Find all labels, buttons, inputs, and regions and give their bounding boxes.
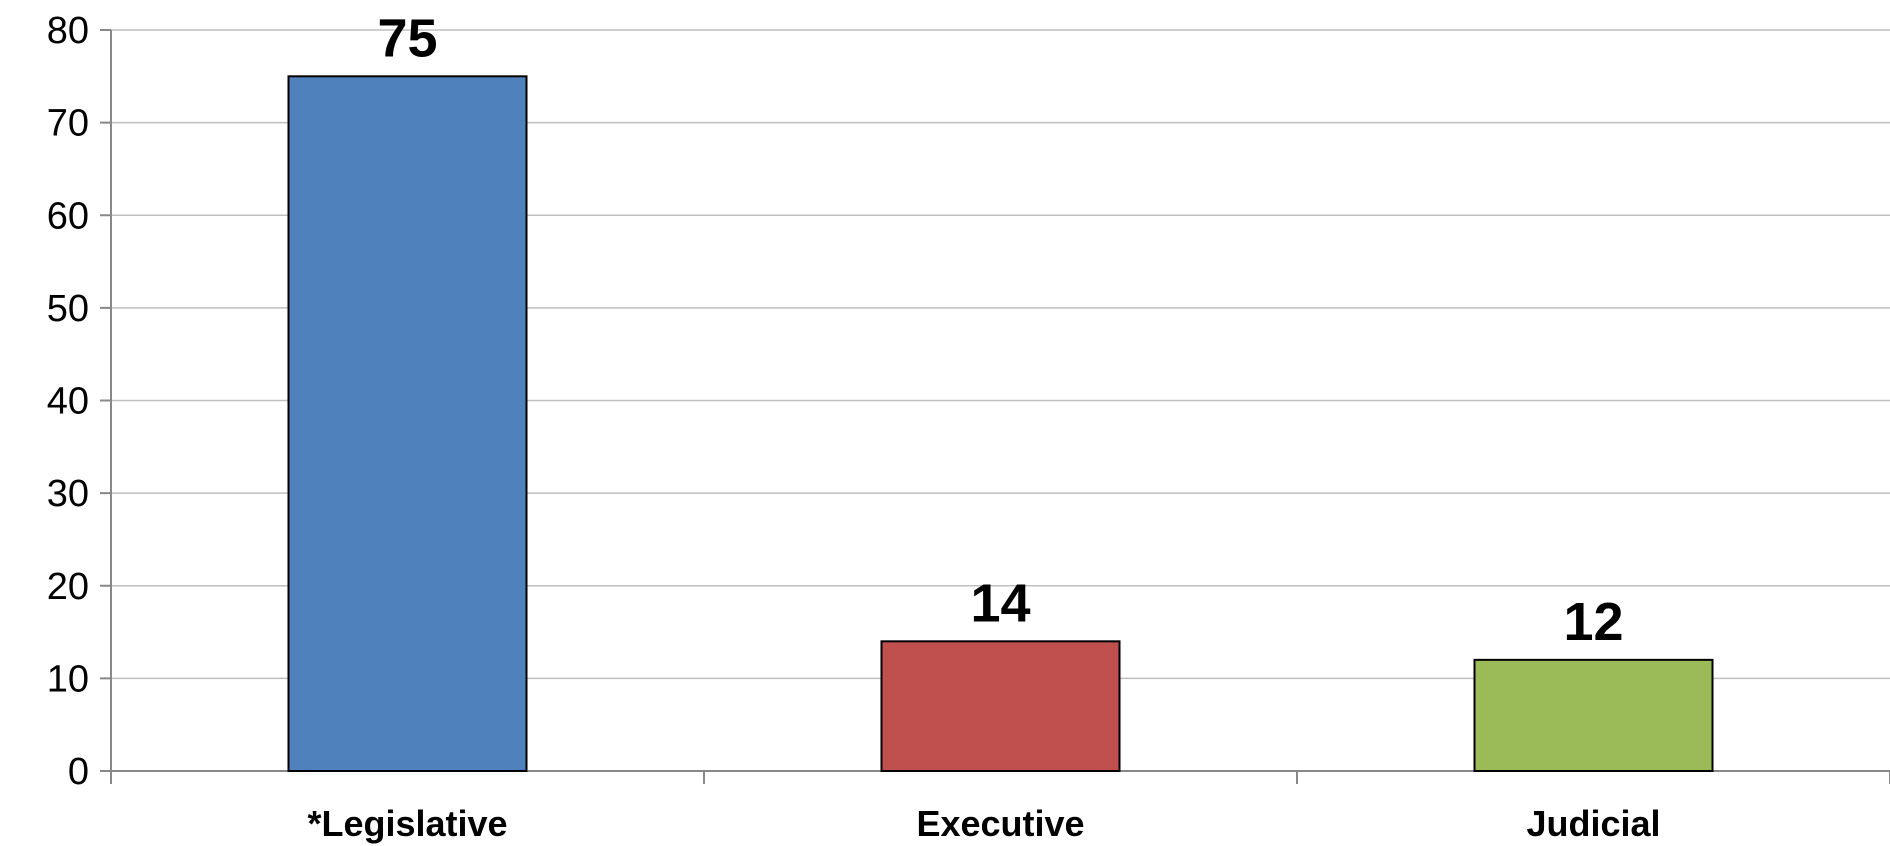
data-label: 14 (970, 573, 1030, 633)
bar-judicial (1473, 658, 1714, 772)
y-tick-label: 50 (47, 288, 89, 330)
x-category-label: Judicial (1526, 803, 1660, 844)
bar-executive (880, 640, 1121, 773)
data-label: 12 (1563, 592, 1623, 652)
y-tick-label: 10 (47, 658, 89, 700)
y-tick-label: 40 (47, 381, 89, 423)
x-category-label: Executive (916, 803, 1084, 844)
y-tick-label: 0 (68, 751, 89, 793)
y-tick-label: 80 (47, 10, 89, 52)
data-label: 75 (377, 8, 437, 68)
y-tick-label: 60 (47, 195, 89, 237)
y-tick-label: 70 (47, 103, 89, 145)
y-tick-label: 30 (47, 473, 89, 515)
labels: 0 10 20 30 40 50 60 70 80 75 *Legislative 14 Executi… (47, 8, 1661, 844)
x-category-label: *Legislative (307, 803, 507, 844)
bar-legislative (287, 75, 528, 772)
y-tick-label: 20 (47, 566, 89, 608)
bars (287, 75, 1714, 773)
